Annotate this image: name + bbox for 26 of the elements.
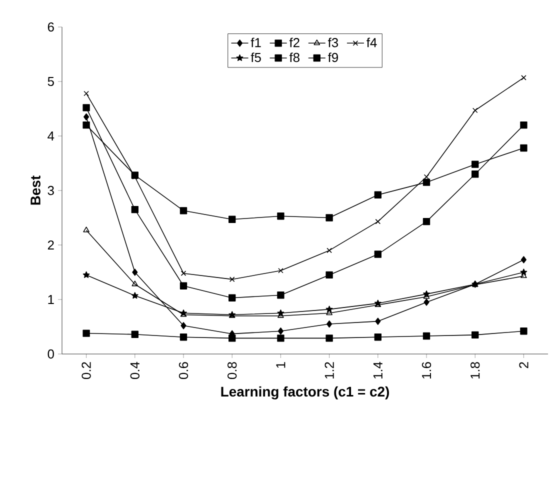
y-tick-label: 5 (48, 76, 54, 86)
x-axis-title: Learning factors (c1 = c2) (221, 386, 389, 400)
y-tick-label: 0 (48, 349, 54, 359)
x-tick-label: 1.4 (373, 362, 382, 379)
y-tick-label: 3 (48, 186, 54, 196)
y-tick-label: 2 (48, 240, 54, 250)
x-tick-label: 2 (519, 362, 528, 368)
x-tick-label: 1.8 (470, 362, 480, 379)
x-tick-label: 1.2 (324, 362, 334, 379)
x-tick-label: 0.4 (130, 362, 140, 380)
x-tick-label: 0.2 (82, 362, 91, 380)
x-tick-label: 0.8 (228, 362, 237, 380)
y-axis-title: Best (30, 176, 40, 205)
legend-label: f9 (328, 52, 338, 62)
legend-label: f3 (328, 38, 338, 48)
legend-label: f4 (366, 38, 377, 48)
x-tick-label: 1 (276, 362, 286, 368)
y-tick-label: 1 (48, 295, 54, 304)
legend-label: f2 (289, 38, 300, 48)
legend-label: f5 (250, 52, 261, 62)
x-tick-label: 1.6 (422, 362, 432, 379)
y-tick-label: 6 (48, 22, 54, 32)
x-tick-label: 0.6 (178, 362, 188, 380)
legend-label: f8 (289, 52, 300, 62)
y-tick-label: 4 (48, 132, 54, 140)
legend-label: f1 (250, 38, 261, 48)
